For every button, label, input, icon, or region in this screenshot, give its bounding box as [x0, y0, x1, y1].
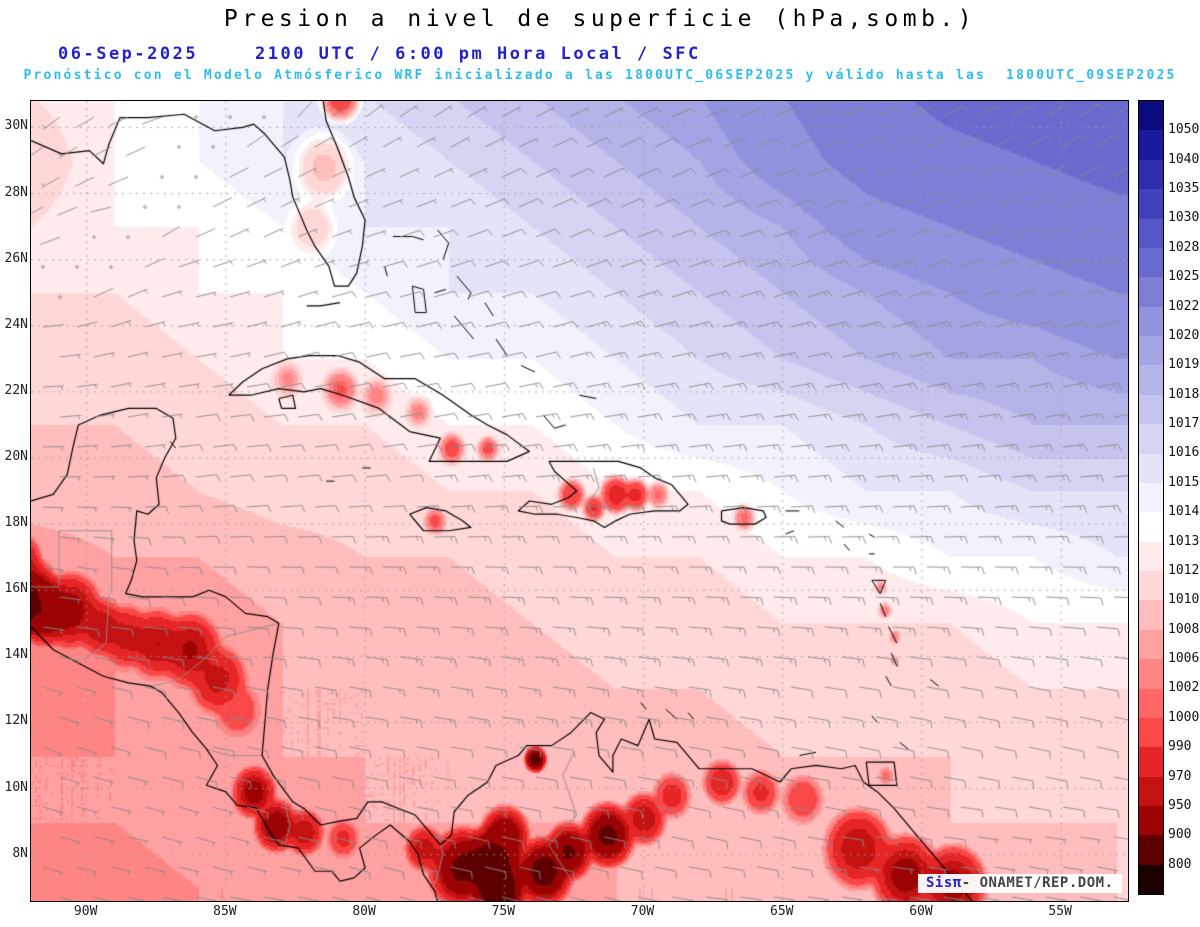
- watermark-credit: - ONAMET/REP.DOM.: [961, 875, 1114, 891]
- colorbar-segment: [1139, 130, 1163, 160]
- colorbar-segment: [1139, 835, 1163, 865]
- colorbar-segment: [1139, 776, 1163, 806]
- colorbar-segment: [1139, 218, 1163, 248]
- colorbar-tick-label: 1006: [1168, 651, 1200, 667]
- colorbar-segment: [1139, 424, 1163, 454]
- lon-tick-label: 65W: [770, 904, 794, 919]
- lat-tick-label: 20N: [4, 449, 28, 465]
- colorbar-tick-label: 1028: [1168, 239, 1200, 255]
- colorbar-tick-label: 800: [1168, 856, 1192, 872]
- lat-tick-label: 30N: [4, 118, 28, 134]
- run-date: 06-Sep-2025: [58, 44, 199, 64]
- colorbar-segment: [1139, 747, 1163, 777]
- colorbar-tick-label: 1014: [1168, 504, 1200, 520]
- colorbar: 1050 1040 1035 1030 1028 1025 1022 1020 1019 1018…: [1138, 100, 1200, 900]
- colorbar-tick-label: 1022: [1168, 298, 1200, 314]
- colorbar-segment: [1139, 629, 1163, 660]
- lat-tick-label: 12N: [4, 713, 28, 729]
- lat-tick-label: 8N: [12, 845, 28, 861]
- colorbar-segment: [1139, 482, 1163, 513]
- lat-tick-label: 14N: [4, 647, 28, 663]
- colorbar-tick-label: 970: [1168, 768, 1192, 784]
- colorbar-tick-label: 1010: [1168, 592, 1200, 608]
- colorbar-segment: [1139, 717, 1163, 748]
- lon-tick-label: 85W: [213, 904, 237, 919]
- forecast-line: Pronóstico con el Modelo Atmósferico WRF…: [23, 68, 1177, 83]
- lat-tick-label: 18N: [4, 515, 28, 531]
- lon-tick-label: 80W: [352, 904, 376, 919]
- colorbar-tick-label: 1040: [1168, 151, 1200, 167]
- colorbar-segment: [1139, 189, 1163, 219]
- colorbar-tick-label: 1008: [1168, 621, 1200, 637]
- colorbar-tick-label: 950: [1168, 797, 1192, 813]
- colorbar-tick-label: 1015: [1168, 474, 1200, 490]
- colorbar-tick-label: 1030: [1168, 210, 1200, 226]
- lat-tick-label: 22N: [4, 382, 28, 398]
- watermark: Sisπ- ONAMET/REP.DOM.: [918, 874, 1122, 893]
- colorbar-segment: [1139, 512, 1163, 542]
- colorbar-tick-label: 1017: [1168, 416, 1200, 432]
- colorbar-segment: [1139, 541, 1163, 571]
- pressure-map-canvas: [30, 100, 1129, 902]
- watermark-brand: Sisπ: [926, 875, 962, 891]
- colorbar-segment: [1139, 659, 1163, 689]
- lon-tick-label: 75W: [491, 904, 516, 919]
- colorbar-tick-label: 1050: [1168, 122, 1200, 138]
- colorbar-tick-label: 1018: [1168, 386, 1200, 402]
- colorbar-segment: [1139, 277, 1163, 307]
- lat-tick-label: 28N: [4, 184, 28, 200]
- colorbar-segment: [1139, 159, 1163, 190]
- colorbar-tick-label: 1013: [1168, 533, 1200, 549]
- colorbar-segment: [1139, 365, 1163, 395]
- colorbar-segment: [1139, 571, 1163, 601]
- colorbar-tick-label: 1002: [1168, 680, 1200, 696]
- colorbar-segment: [1139, 600, 1163, 630]
- colorbar-segment: [1139, 688, 1163, 718]
- lat-tick-label: 24N: [4, 316, 28, 332]
- lon-tick-label: 70W: [630, 904, 655, 919]
- colorbar-segment: [1139, 247, 1163, 278]
- colorbar-tick-label: 1025: [1168, 269, 1200, 285]
- colorbar-segments: [1138, 100, 1164, 895]
- colorbar-tick-label: 1012: [1168, 562, 1200, 578]
- run-time-line: 2100 UTC / 6:00 pm Hora Local / SFC: [255, 44, 701, 64]
- colorbar-tick-label: 1020: [1168, 327, 1200, 343]
- colorbar-segment: [1139, 101, 1163, 131]
- colorbar-labels: 1050 1040 1035 1030 1028 1025 1022 1020 1019 1018…: [1168, 100, 1200, 895]
- lon-tick-label: 55W: [1048, 904, 1072, 919]
- colorbar-tick-label: 1016: [1168, 445, 1200, 461]
- colorbar-segment: [1139, 453, 1163, 483]
- colorbar-tick-label: 1035: [1168, 181, 1200, 197]
- lat-tick-label: 26N: [4, 250, 28, 266]
- colorbar-tick-label: 990: [1168, 739, 1192, 755]
- lon-tick-label: 90W: [73, 904, 98, 919]
- colorbar-tick-label: 1000: [1168, 709, 1200, 725]
- page-title: Presion a nivel de superficie (hPa,somb.…: [223, 6, 977, 32]
- colorbar-segment: [1139, 306, 1163, 336]
- colorbar-tick-label: 1019: [1168, 357, 1200, 373]
- lat-tick-label: 10N: [4, 779, 28, 795]
- lon-tick-label: 60W: [909, 904, 933, 919]
- colorbar-segment: [1139, 806, 1163, 836]
- colorbar-segment: [1139, 394, 1163, 425]
- colorbar-tick-label: 900: [1168, 827, 1192, 843]
- lat-tick-label: 16N: [4, 581, 28, 597]
- colorbar-segment: [1139, 864, 1163, 895]
- colorbar-segment: [1139, 336, 1163, 366]
